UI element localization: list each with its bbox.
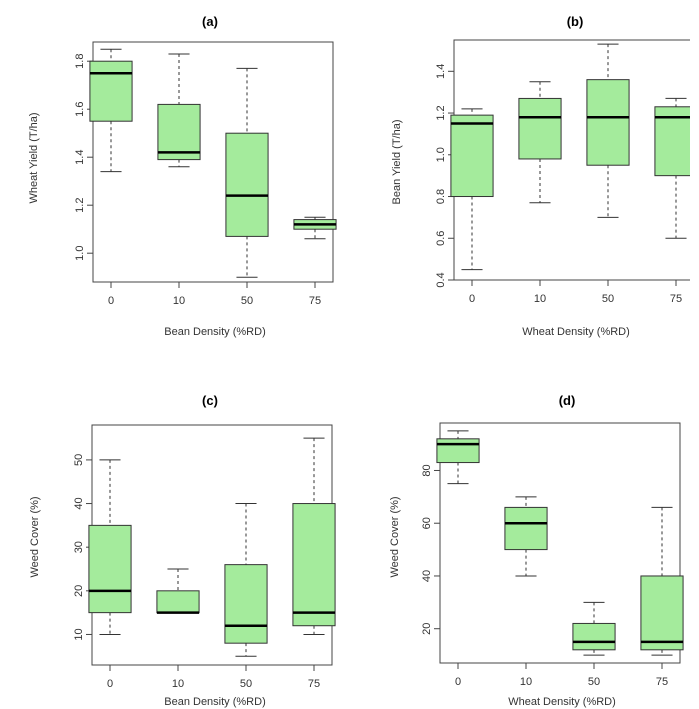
x-tick-label: 75 (308, 678, 320, 690)
y-tick-label: 0.8 (435, 189, 447, 204)
x-tick-label: 0 (107, 678, 113, 690)
chart-panel-c: (c) 10 20 30 40 50 0 10 50 75 Bean Density (%RD)… (0, 359, 340, 709)
y-tick-label: 20 (421, 623, 433, 635)
x-tick-label: 50 (241, 295, 253, 307)
box-0 (450, 108, 494, 271)
y-tick-label: 1.6 (74, 102, 86, 117)
box-iqr (89, 60, 133, 122)
plot-frame (92, 41, 334, 283)
box-50 (224, 503, 268, 657)
box-75 (293, 216, 337, 240)
box-0 (436, 430, 480, 485)
box-iqr (450, 114, 494, 198)
box-iqr (640, 575, 684, 651)
box-0 (88, 459, 132, 635)
x-tick-label: 10 (520, 676, 532, 688)
y-tick-label: 1.2 (435, 105, 447, 120)
box-iqr (225, 132, 269, 237)
chart-d-title: (d) (559, 393, 576, 408)
x-tick-label: 0 (469, 293, 475, 305)
x-tick-label: 0 (108, 295, 114, 307)
plot-frame (439, 422, 681, 664)
x-tick-label: 75 (670, 293, 682, 305)
box-75 (640, 506, 684, 656)
box-iqr (157, 103, 201, 161)
box-iqr (436, 438, 480, 464)
box-iqr (156, 590, 200, 614)
x-tick-label: 10 (534, 293, 546, 305)
y-tick-label: 40 (73, 497, 85, 509)
x-tick-label: 50 (602, 293, 614, 305)
chart-d-xlabel: Wheat Density (%RD) (508, 696, 616, 708)
box-10 (156, 568, 200, 614)
y-tick-label: 1.2 (74, 198, 86, 213)
x-tick-label: 0 (455, 676, 461, 688)
y-tick-label: 40 (421, 570, 433, 582)
chart-panel-a: (a) 1.0 1.2 1.4 1.6 1.8 0 10 50 75 Bean Density … (0, 0, 340, 350)
y-tick-label: 20 (73, 585, 85, 597)
y-tick-label: 60 (421, 517, 433, 529)
chart-a-xlabel: Bean Density (%RD) (164, 326, 265, 338)
chart-c-xlabel: Bean Density (%RD) (164, 696, 265, 708)
box-50 (225, 67, 269, 278)
chart-d-ylabel: Weed Cover (%) (389, 496, 401, 577)
box-iqr (88, 524, 132, 614)
chart-c-svg: (c) 10 20 30 40 50 0 10 50 75 Bean Density (%RD)… (29, 393, 336, 708)
chart-a-title: (a) (202, 14, 218, 29)
y-tick-label: 80 (421, 464, 433, 476)
chart-a-svg: (a) 1.0 1.2 1.4 1.6 1.8 0 10 50 75 Bean Density … (28, 14, 337, 338)
chart-panel-b: (b) 0.4 0.6 0.8 1.0 1.2 1.4 0 10 50 75 Wheat Dens… (350, 0, 690, 350)
chart-c-title: (c) (202, 393, 218, 408)
chart-b-xlabel: Wheat Density (%RD) (522, 326, 630, 338)
box-50 (572, 601, 616, 656)
box-iqr (586, 79, 630, 166)
chart-panel-d: (d) 20 40 60 80 0 10 50 75 Wheat Density (%RD) … (350, 359, 690, 709)
box-10 (157, 53, 201, 168)
x-tick-label: 50 (240, 678, 252, 690)
box-iqr (504, 506, 548, 551)
box-50 (586, 43, 630, 218)
y-tick-label: 10 (73, 628, 85, 640)
y-tick-label: 1.0 (435, 147, 447, 162)
box-0 (89, 48, 133, 173)
y-tick-label: 1.0 (74, 246, 86, 261)
y-tick-label: 0.4 (435, 272, 447, 287)
x-tick-label: 75 (656, 676, 668, 688)
x-tick-label: 10 (173, 295, 185, 307)
chart-c-ylabel: Weed Cover (%) (29, 496, 41, 577)
y-tick-label: 50 (73, 454, 85, 466)
x-tick-label: 10 (172, 678, 184, 690)
chart-b-title: (b) (567, 14, 584, 29)
x-tick-label: 50 (588, 676, 600, 688)
y-tick-label: 1.8 (74, 54, 86, 69)
x-tick-label: 75 (309, 295, 321, 307)
y-tick-label: 1.4 (435, 64, 447, 79)
y-tick-label: 0.6 (435, 231, 447, 246)
box-10 (518, 81, 562, 204)
y-tick-label: 1.4 (74, 150, 86, 165)
chart-b-svg: (b) 0.4 0.6 0.8 1.0 1.2 1.4 0 10 50 75 Wheat Dens… (391, 14, 690, 338)
box-10 (504, 496, 548, 577)
box-iqr (518, 97, 562, 160)
box-iqr (572, 622, 616, 651)
chart-a-ylabel: Wheat Yield (T/ha) (28, 112, 40, 203)
chart-b-ylabel: Bean Yield (T/ha) (391, 120, 403, 205)
y-tick-label: 30 (73, 541, 85, 553)
box-75 (292, 437, 336, 635)
box-75 (654, 97, 690, 239)
box-iqr (292, 503, 336, 627)
box-iqr (224, 564, 268, 644)
